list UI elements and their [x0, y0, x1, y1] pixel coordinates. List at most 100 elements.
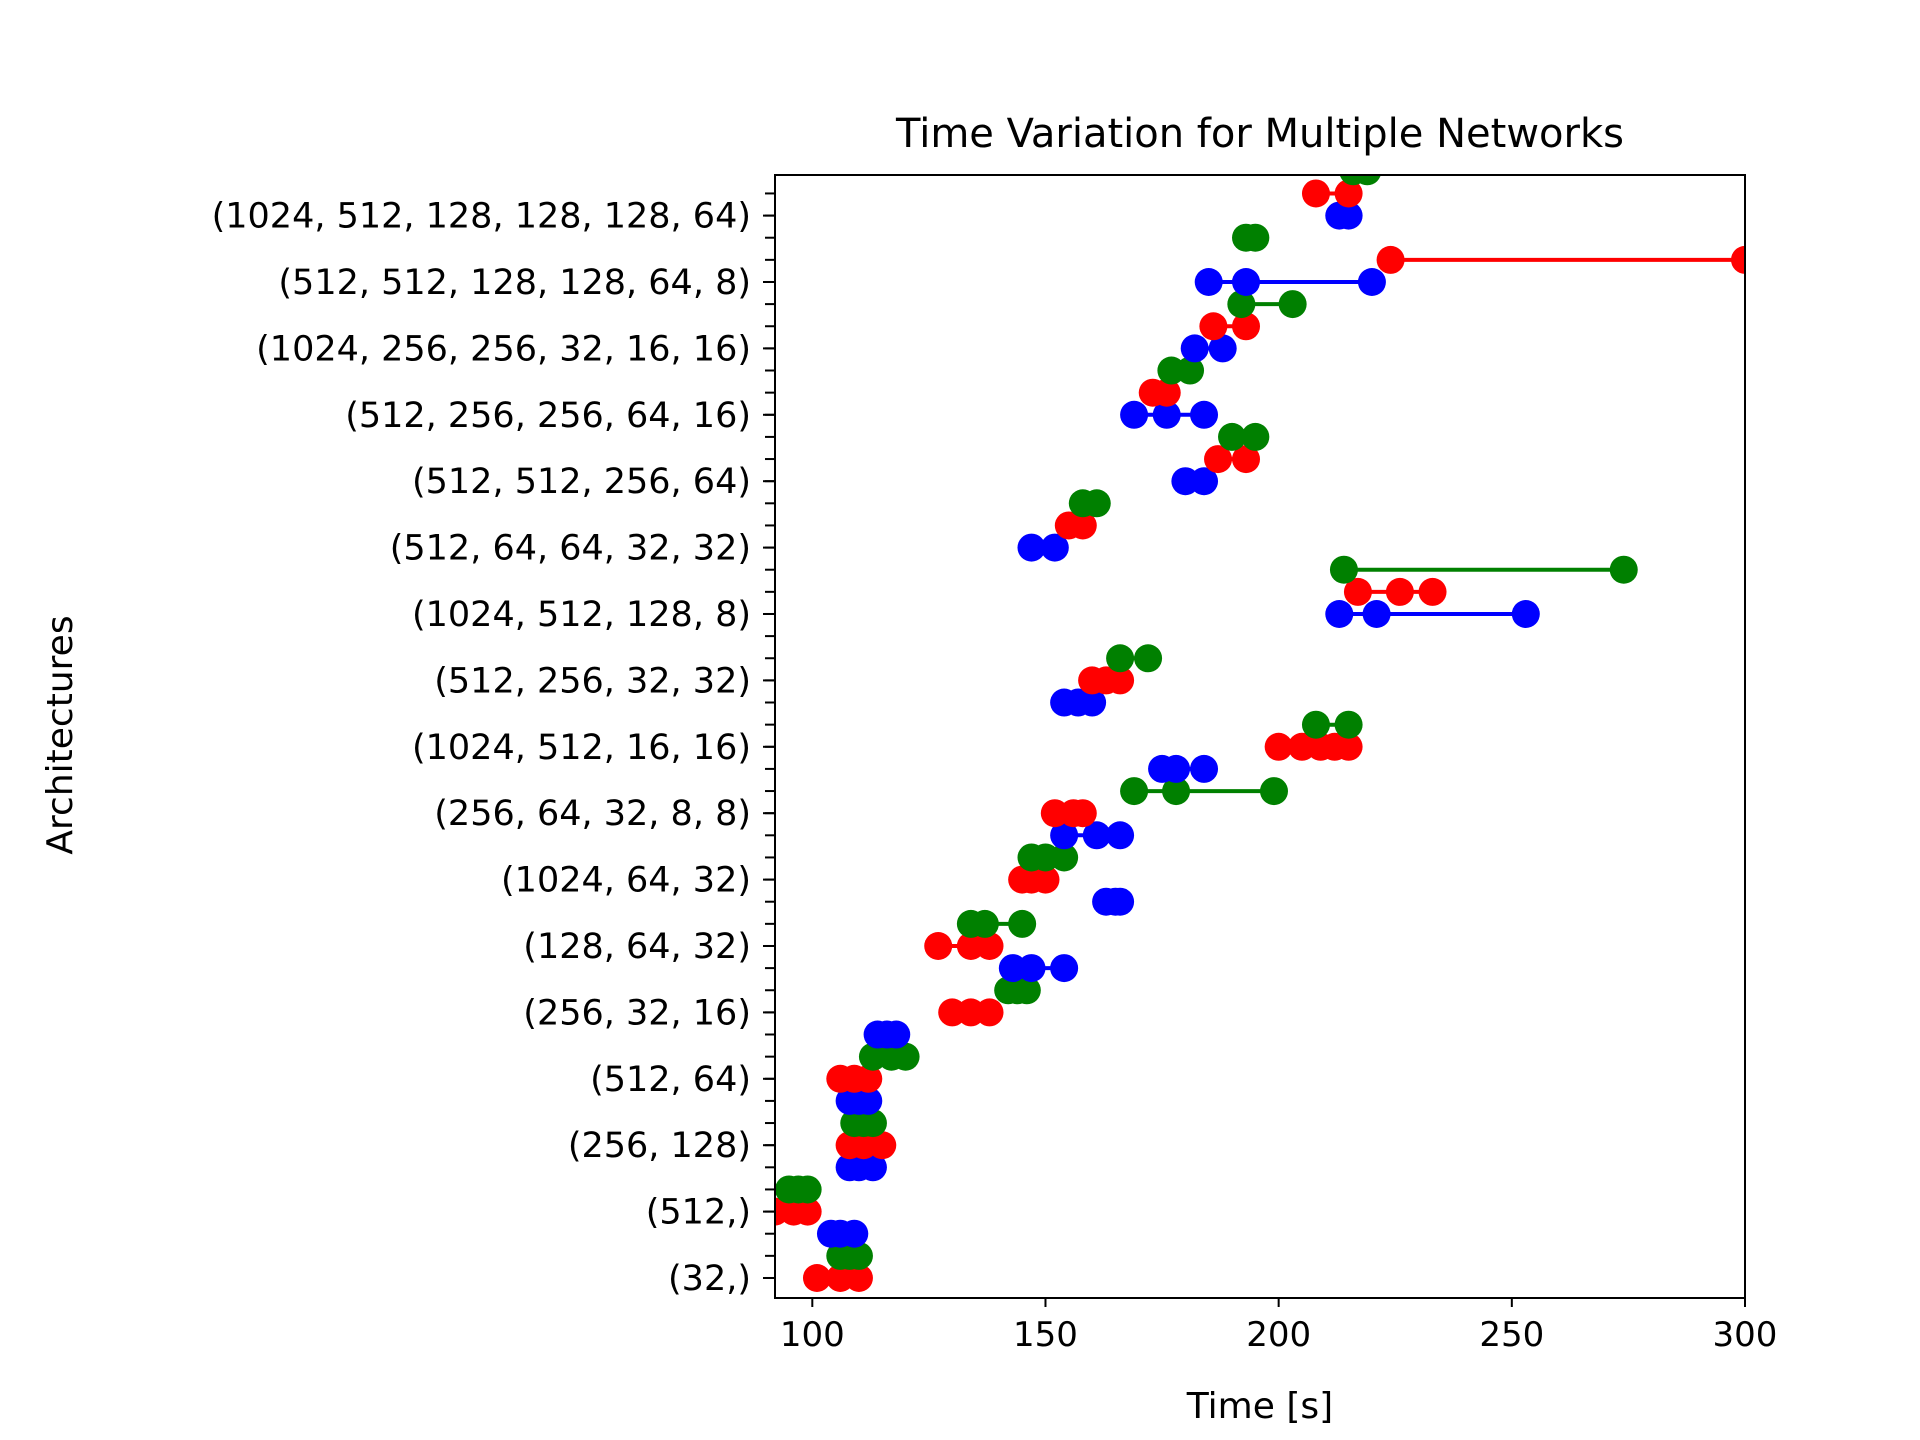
y-tick-label: (1024, 512, 128, 8)	[412, 595, 751, 635]
data-point	[1050, 821, 1079, 850]
data-point	[1334, 201, 1363, 230]
data-point	[1418, 577, 1447, 606]
data-point	[970, 909, 999, 938]
data-point	[858, 1153, 887, 1182]
y-tick-label: (1024, 64, 32)	[501, 861, 751, 901]
data-point	[1106, 887, 1135, 916]
y-tick-label: (512, 256, 32, 32)	[434, 661, 751, 701]
data-point	[1040, 533, 1069, 562]
data-point	[1241, 422, 1270, 451]
data-point	[1082, 489, 1111, 518]
data-point	[975, 932, 1004, 960]
data-point	[1357, 268, 1386, 296]
y-axis: (32,) (512,) (256, 128) (512, 64) (256, 32, …	[212, 192, 775, 1299]
y-axis-label: Architectures	[40, 615, 81, 854]
data-point	[854, 1064, 883, 1093]
x-tick-label: 200	[1246, 1315, 1311, 1355]
plot-marks	[775, 175, 1745, 1292]
data-point	[1353, 175, 1381, 186]
data-point	[1078, 688, 1107, 717]
data-point	[1008, 909, 1037, 938]
data-point	[1106, 666, 1135, 695]
data-point	[1204, 445, 1233, 474]
data-point	[1152, 378, 1181, 407]
data-point	[802, 1264, 831, 1292]
data-point	[1232, 312, 1261, 341]
y-tick-label: (512, 256, 256, 64, 16)	[345, 396, 751, 436]
data-point	[1301, 710, 1330, 739]
data-point	[1329, 555, 1358, 584]
data-point	[1385, 577, 1414, 606]
data-point	[1152, 400, 1181, 429]
data-point	[868, 1131, 897, 1160]
y-tick-label: (256, 32, 16)	[523, 993, 751, 1033]
data-point	[1232, 268, 1261, 296]
data-point	[1334, 179, 1363, 208]
y-tick-label: (1024, 256, 256, 32, 16, 16)	[256, 329, 751, 369]
data-point	[1106, 644, 1135, 673]
y-tick-label: (512, 512, 256, 64)	[412, 462, 751, 502]
y-tick-label: (256, 64, 32, 8, 8)	[434, 794, 751, 834]
x-tick-label: 100	[780, 1315, 845, 1355]
y-tick-label: (128, 64, 32)	[523, 927, 751, 967]
x-tick-label: 250	[1479, 1315, 1544, 1355]
data-point	[1334, 732, 1363, 761]
data-point	[891, 1042, 920, 1071]
plot-area	[774, 174, 1746, 1299]
data-point	[1180, 334, 1209, 363]
data-point	[1232, 445, 1261, 474]
data-point	[1362, 600, 1391, 628]
chart-title: Time Variation for Multiple Networks	[895, 111, 1624, 157]
data-point	[1208, 334, 1237, 363]
data-point	[1120, 400, 1149, 429]
data-point	[1241, 223, 1270, 252]
data-point	[793, 1197, 822, 1226]
y-tick-label: (32,)	[668, 1259, 751, 1299]
data-point	[1162, 777, 1191, 806]
data-point	[844, 1264, 873, 1292]
data-point	[1031, 865, 1060, 894]
data-point	[1050, 954, 1079, 983]
data-point	[1190, 754, 1219, 783]
data-point	[1134, 644, 1163, 673]
data-point	[1343, 577, 1372, 606]
data-point	[1264, 732, 1293, 761]
data-point	[1227, 290, 1256, 319]
data-point	[975, 998, 1004, 1027]
data-point	[1050, 843, 1079, 872]
data-point	[793, 1175, 822, 1204]
y-tick-label: (512, 64)	[590, 1060, 751, 1100]
data-point	[1376, 245, 1405, 274]
data-point	[1068, 511, 1097, 540]
data-point	[1199, 312, 1228, 341]
data-point	[1259, 777, 1288, 806]
x-tick-label: 300	[1713, 1315, 1778, 1355]
data-point	[1082, 821, 1111, 850]
y-tick-label: (512,)	[646, 1193, 751, 1233]
data-point	[1609, 555, 1638, 584]
data-point	[1511, 600, 1540, 628]
y-tick-label: (512, 64, 64, 32, 32)	[390, 529, 751, 569]
y-tick-label: (256, 128)	[568, 1126, 751, 1166]
data-point	[1120, 777, 1149, 806]
data-point	[858, 1109, 887, 1138]
data-point	[840, 1219, 869, 1248]
y-tick-label: (1024, 512, 128, 128, 128, 64)	[212, 197, 751, 237]
data-point	[844, 1241, 873, 1270]
data-point	[1194, 268, 1223, 296]
data-point	[1190, 467, 1219, 496]
data-point	[1334, 710, 1363, 739]
y-tick-label: (1024, 512, 16, 16)	[412, 728, 751, 768]
data-point	[1176, 356, 1205, 385]
data-point	[1278, 290, 1307, 319]
data-point	[1012, 976, 1041, 1005]
data-point	[1731, 245, 1745, 274]
data-point	[1218, 422, 1247, 451]
data-point	[924, 932, 953, 960]
data-point	[1325, 600, 1354, 628]
data-point	[1017, 954, 1046, 983]
x-axis: 100 150 200 250 300	[780, 1298, 1778, 1355]
data-point	[1301, 179, 1330, 208]
